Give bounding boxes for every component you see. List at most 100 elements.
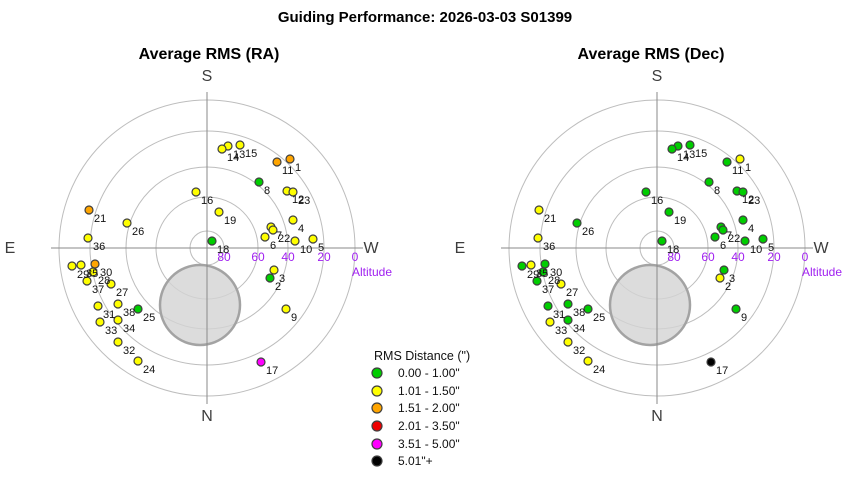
- legend-dot-yellow: [371, 385, 383, 397]
- data-point-33: [95, 317, 105, 327]
- data-point-label-36: 36: [543, 241, 555, 253]
- data-point-30: [90, 259, 100, 269]
- altitude-tick-label-0: 0: [352, 250, 359, 264]
- data-point-label-33: 33: [555, 325, 567, 337]
- data-point-label-27: 27: [116, 287, 128, 299]
- altitude-axis-label: Altitude: [352, 265, 392, 279]
- data-point-24: [583, 356, 593, 366]
- plot-title-ra: Average RMS (RA): [139, 46, 280, 63]
- legend-dot-green: [371, 367, 383, 379]
- data-point-label-33: 33: [105, 325, 117, 337]
- data-point-label-23: 23: [298, 195, 310, 207]
- data-point-label-6: 6: [270, 240, 276, 252]
- data-point-label-8: 8: [264, 185, 270, 197]
- data-point-label-14: 14: [677, 152, 689, 164]
- data-point-37: [532, 276, 542, 286]
- data-point-34: [113, 315, 123, 325]
- data-point-label-18: 18: [667, 244, 679, 256]
- polar-plot-dec: Average RMS (Dec) 80 60 40 20 01234567891011…: [455, 46, 843, 425]
- legend-title: RMS Distance ("): [374, 349, 470, 363]
- data-point-label-17: 17: [266, 365, 278, 377]
- legend-item: 1.01 - 1.50": [371, 384, 460, 398]
- data-point-label-11: 11: [282, 165, 293, 177]
- data-point-8: [254, 177, 264, 187]
- data-point-9: [731, 304, 741, 314]
- data-point-label-11: 11: [732, 165, 743, 177]
- compass-north-label: N: [651, 408, 663, 425]
- altitude-tick-label-80: 80: [667, 250, 681, 264]
- data-point-27: [106, 279, 116, 289]
- legend-item-label: 5.01"+: [398, 454, 433, 468]
- data-point-21: [534, 205, 544, 215]
- data-point-label-35: 35: [86, 268, 98, 280]
- data-point-label-5: 5: [318, 242, 324, 254]
- data-point-17: [706, 357, 716, 367]
- data-point-24: [133, 356, 143, 366]
- data-point-label-13: 13: [683, 149, 695, 161]
- data-point-8: [704, 177, 714, 187]
- data-point-29: [67, 261, 77, 271]
- data-point-label-30: 30: [550, 267, 562, 279]
- data-point-label-25: 25: [143, 312, 155, 324]
- legend-item: 5.01"+: [371, 454, 433, 468]
- altitude-tick-label-80: 80: [217, 250, 231, 264]
- data-point-label-14: 14: [227, 152, 239, 164]
- horizon-obstruction: [158, 263, 242, 347]
- data-point-label-26: 26: [582, 226, 594, 238]
- compass-south-label: S: [202, 68, 213, 85]
- data-point-3: [719, 265, 729, 275]
- legend-item-label: 1.51 - 2.00": [398, 401, 460, 415]
- legend-item-label: 0.00 - 1.00": [398, 366, 460, 380]
- data-point-2: [265, 273, 275, 283]
- data-point-label-15: 15: [695, 148, 707, 160]
- data-point-22: [268, 225, 278, 235]
- data-point-5: [758, 234, 768, 244]
- data-point-label-6: 6: [720, 240, 726, 252]
- altitude-axis-label: Altitude: [802, 265, 842, 279]
- data-point-label-16: 16: [201, 195, 213, 207]
- data-point-label-2: 2: [725, 281, 731, 293]
- data-point-label-1: 1: [745, 162, 751, 174]
- data-point-label-19: 19: [674, 215, 686, 227]
- data-point-36: [83, 233, 93, 243]
- data-point-25: [583, 304, 593, 314]
- legend-dot-black: [371, 455, 383, 467]
- data-point-36: [533, 233, 543, 243]
- data-point-18: [207, 236, 217, 246]
- data-point-label-24: 24: [593, 364, 605, 376]
- data-point-label-12: 12: [292, 194, 304, 206]
- legend-dot-red: [371, 420, 383, 432]
- data-point-label-29: 29: [527, 269, 539, 281]
- data-point-label-19: 19: [224, 215, 236, 227]
- data-point-label-37: 37: [542, 284, 554, 296]
- data-point-label-32: 32: [573, 345, 585, 357]
- compass-south-label: S: [652, 68, 663, 85]
- data-point-6: [260, 232, 270, 242]
- data-point-14: [217, 144, 227, 154]
- legend-item-label: 3.51 - 5.00": [398, 437, 460, 451]
- data-point-label-7: 7: [276, 230, 282, 242]
- data-point-15: [235, 140, 245, 150]
- data-point-23: [738, 187, 748, 197]
- altitude-tick-label-40: 40: [281, 250, 295, 264]
- data-point-label-28: 28: [548, 275, 560, 287]
- compass-north-label: N: [201, 408, 213, 425]
- data-point-label-38: 38: [123, 307, 135, 319]
- data-point-label-9: 9: [291, 312, 297, 324]
- legend-item: 2.01 - 3.50": [371, 419, 460, 433]
- altitude-tick-label-60: 60: [251, 250, 265, 264]
- data-point-label-15: 15: [245, 148, 257, 160]
- data-point-37: [82, 276, 92, 286]
- data-point-15: [685, 140, 695, 150]
- data-point-label-22: 22: [728, 233, 740, 245]
- data-point-label-27: 27: [566, 287, 578, 299]
- data-point-label-12: 12: [742, 194, 754, 206]
- altitude-tick-label-20: 20: [767, 250, 781, 264]
- data-point-22: [718, 225, 728, 235]
- data-point-23: [288, 187, 298, 197]
- data-point-label-36: 36: [93, 241, 105, 253]
- compass-west-label: W: [813, 240, 829, 257]
- data-point-label-34: 34: [123, 323, 135, 335]
